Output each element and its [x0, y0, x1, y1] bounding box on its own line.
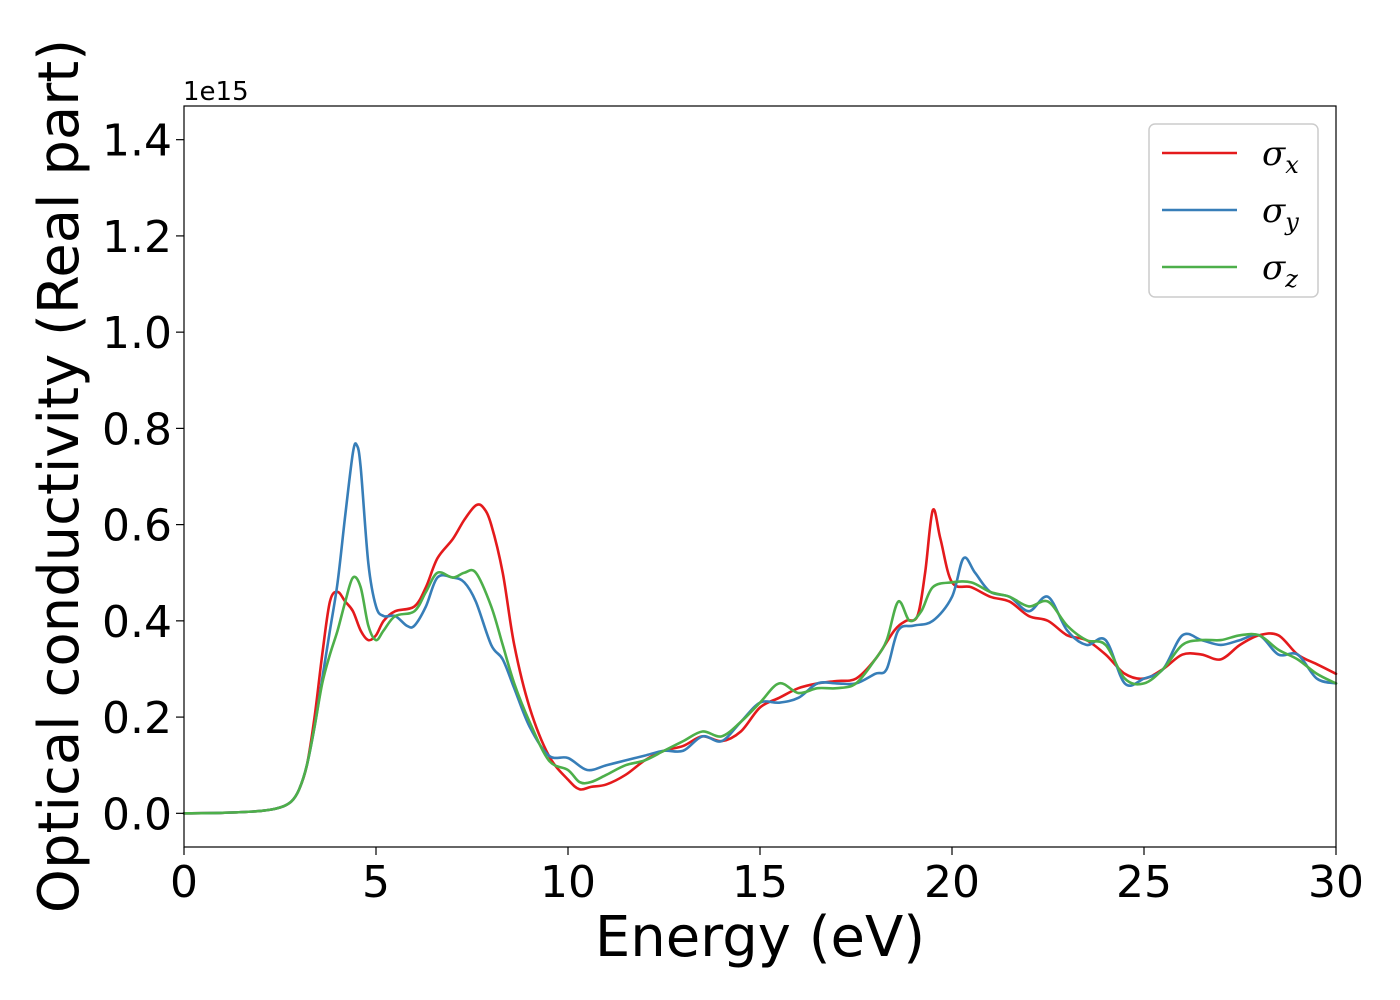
y-tick-label: 1.0: [102, 308, 172, 359]
series-line-x: [182, 503, 1338, 815]
y-tick-label: 0.0: [102, 789, 172, 840]
x-axis-title: Energy (eV): [595, 905, 925, 970]
x-tick-label: 25: [1116, 857, 1172, 908]
x-tick-label: 15: [732, 857, 788, 908]
series-layer: [182, 442, 1338, 815]
x-tick-label: 30: [1308, 857, 1364, 908]
y-tick-label: 0.4: [102, 597, 172, 648]
y-tick-label: 0.8: [102, 404, 172, 455]
x-tick-label: 10: [540, 857, 596, 908]
y-tick-label: 1.2: [102, 212, 172, 263]
series-line-z: [182, 568, 1338, 815]
x-tick-label: 0: [170, 857, 198, 908]
x-tick-label: 20: [924, 857, 980, 908]
y-tick-label: 1.4: [102, 116, 172, 167]
y-axis-title: Optical conductivity (Real part): [27, 39, 92, 913]
y-axis-ticks: 0.0 0.2 0.4 0.6 0.8 1.0 1.2 1.4: [102, 116, 184, 840]
y-tick-label: 0.6: [102, 501, 172, 552]
y-offset-label: 1e15: [183, 77, 249, 107]
x-tick-label: 5: [362, 857, 390, 908]
x-axis-ticks: 0 5 10 15 20 25 30: [170, 847, 1364, 908]
y-tick-label: 0.2: [102, 693, 172, 744]
series-line-y: [182, 442, 1338, 815]
